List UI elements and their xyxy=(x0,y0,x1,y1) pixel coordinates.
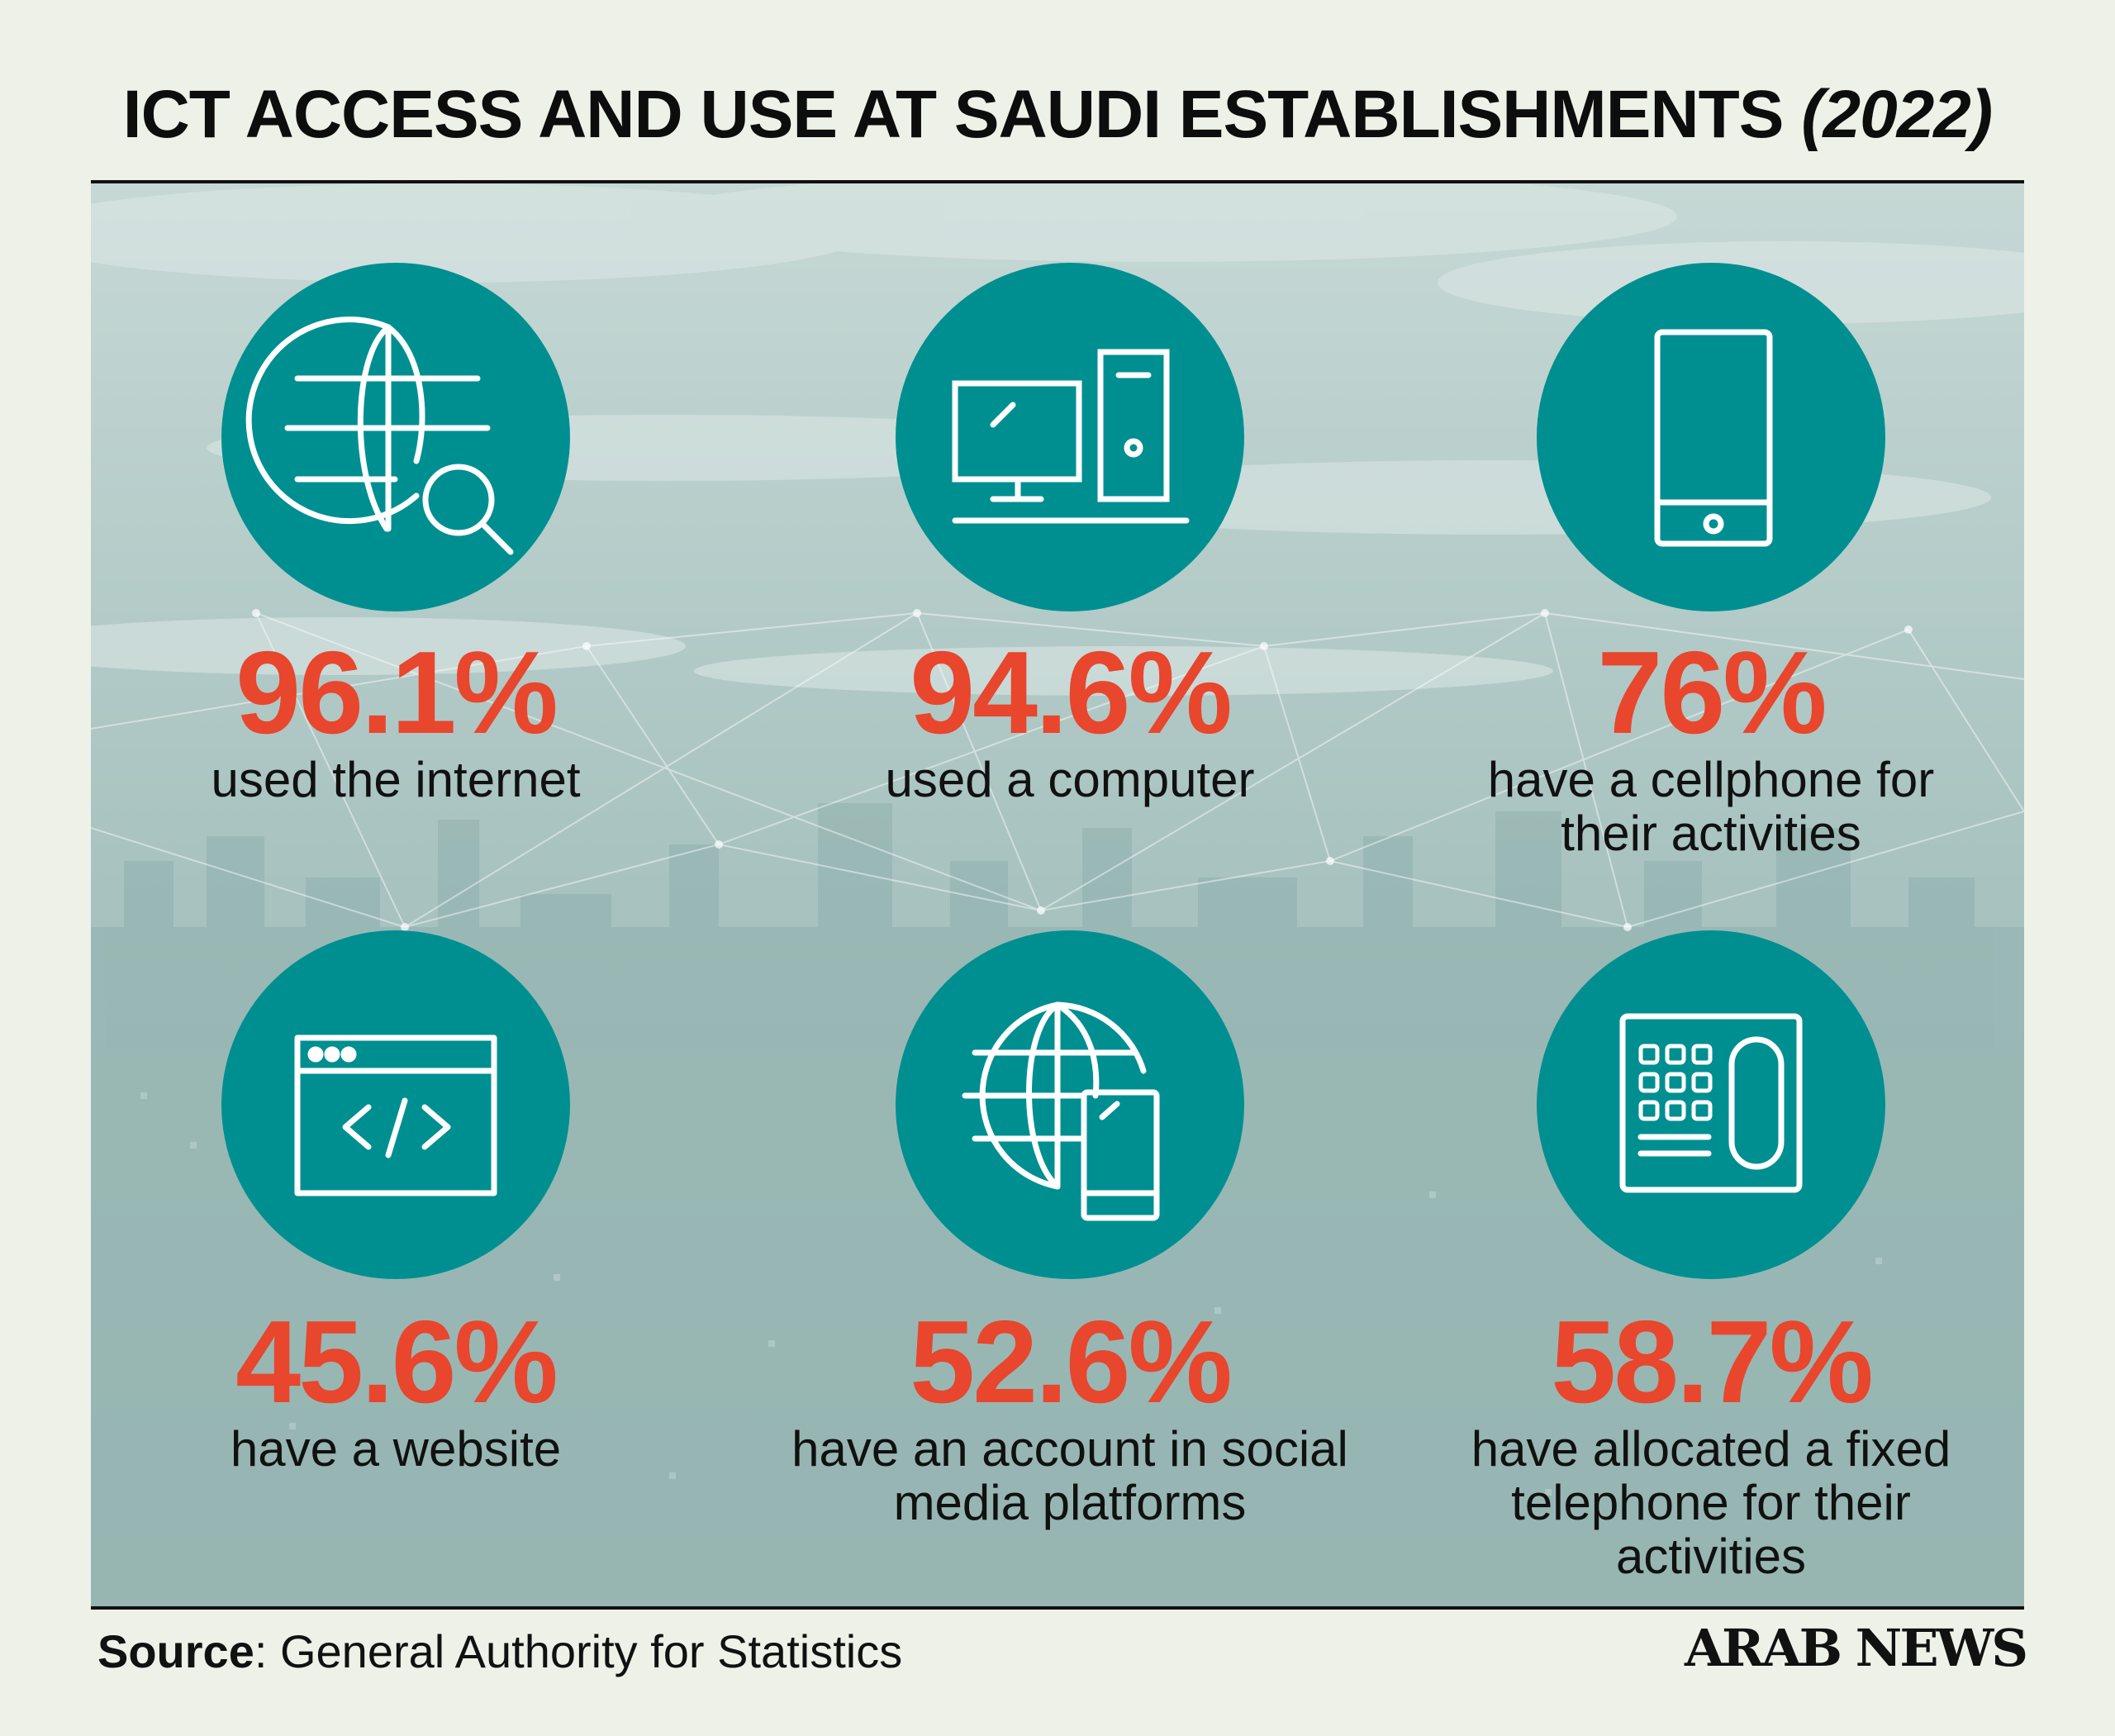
globe-phone-icon xyxy=(962,1001,1160,1221)
stat-computer: 94.6% used a computer xyxy=(756,635,1384,807)
stat-cellphone: 76% have a cellphone for their activitie… xyxy=(1397,635,2024,861)
stat-value: 58.7% xyxy=(1551,1296,1874,1428)
arab-news-logo: ARAB NEWS xyxy=(1684,1618,2028,1678)
top-divider xyxy=(91,180,2024,183)
title-year: (2022) xyxy=(1801,77,1993,152)
cellphone-icon-circle xyxy=(1537,263,1885,611)
stat-value: 76% xyxy=(1597,627,1827,759)
stat-fixed-telephone: 58.7% have allocated a fixed telephone f… xyxy=(1397,1304,2024,1583)
computer-icon-circle xyxy=(896,263,1244,611)
stat-caption: have allocated a fixed telephone for the… xyxy=(1471,1421,1951,1584)
stat-internet: 96.1% used the internet xyxy=(91,635,710,807)
stat-caption: have a cellphone for their activities xyxy=(1487,752,1935,861)
stat-value: 45.6% xyxy=(235,1296,558,1428)
stat-value: 96.1% xyxy=(235,627,558,759)
cellphone-icon xyxy=(1654,329,1773,547)
source-label: Source xyxy=(97,1625,254,1677)
desktop-computer-icon xyxy=(952,349,1190,524)
source-credit: Source: General Authority for Statistics xyxy=(97,1624,902,1678)
stat-value: 52.6% xyxy=(910,1296,1233,1428)
internet-icon-circle xyxy=(221,263,570,611)
website-icon-circle xyxy=(221,930,570,1279)
website-code-icon xyxy=(294,1034,497,1196)
stat-caption: have a website xyxy=(230,1421,562,1477)
globe-search-icon xyxy=(245,316,514,555)
stat-social-media: 52.6% have an account in social media pl… xyxy=(756,1304,1384,1530)
social-media-icon-circle xyxy=(896,930,1244,1279)
infographic-panel: 96.1% used the internet 94.6% used a com… xyxy=(91,183,2024,1606)
stat-website: 45.6% have a website xyxy=(91,1304,710,1477)
stat-value: 94.6% xyxy=(910,627,1233,759)
bottom-divider xyxy=(91,1606,2024,1610)
page-title: ICT ACCESS AND USE AT SAUDI ESTABLISHMEN… xyxy=(0,81,2115,149)
stat-caption: have an account in social media platform… xyxy=(791,1421,1348,1530)
source-text: : General Authority for Statistics xyxy=(254,1625,903,1677)
stat-caption: used a computer xyxy=(885,752,1255,807)
telephone-icon-circle xyxy=(1537,930,1885,1279)
fixed-telephone-icon xyxy=(1619,1013,1803,1193)
stat-caption: used the internet xyxy=(211,752,581,807)
title-text: ICT ACCESS AND USE AT SAUDI ESTABLISHMEN… xyxy=(122,77,1785,152)
